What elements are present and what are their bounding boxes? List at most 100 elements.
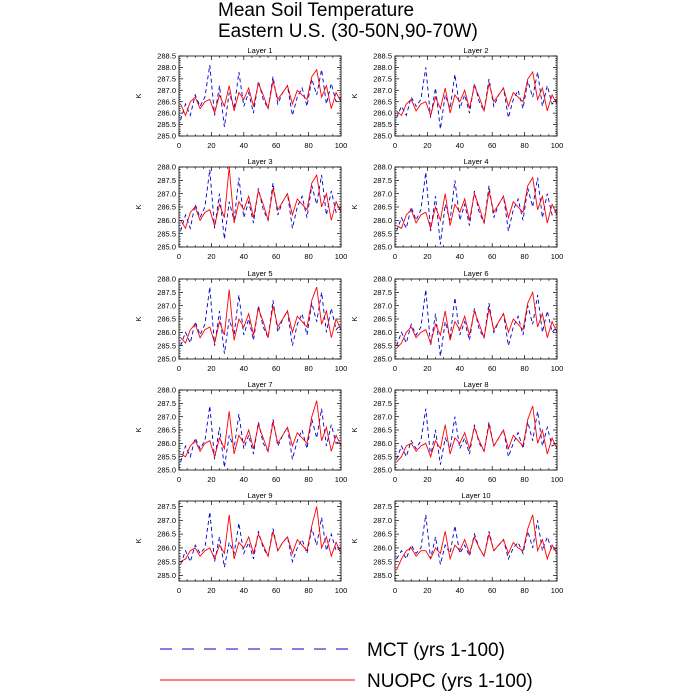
- series-line-nuopc: [396, 70, 558, 117]
- x-tick-label: 40: [240, 475, 248, 484]
- x-tick-label: 80: [520, 141, 528, 150]
- x-tick-label: 40: [240, 252, 248, 261]
- series-line-mct: [180, 65, 342, 127]
- y-tick-label: 287.5: [157, 288, 176, 297]
- x-tick-label: 60: [488, 252, 496, 261]
- y-axis-label: K: [134, 204, 143, 209]
- y-tick-label: 287.0: [157, 412, 176, 421]
- series-line-mct: [396, 408, 558, 465]
- plot-frame: [178, 166, 342, 248]
- figure-title-line-1: Mean Soil Temperature: [218, 0, 415, 21]
- y-tick-label: 288.0: [157, 275, 176, 284]
- x-tick-label: 0: [177, 586, 181, 595]
- y-tick-label: 286.5: [373, 426, 392, 435]
- y-tick-label: 288.5: [373, 52, 392, 61]
- y-tick-label: 286.5: [157, 97, 176, 106]
- x-tick-label: 20: [207, 475, 215, 484]
- plot-frame: [178, 500, 342, 582]
- x-tick-label: 0: [177, 475, 181, 484]
- y-tick-label: 286.0: [373, 216, 392, 225]
- series-line-mct: [396, 67, 558, 130]
- chart-panel-7: Layer 7 K 0 20 40 60 80 100 285.0 285.5 286.0 286.5…: [134, 380, 347, 484]
- y-tick-label: 288.0: [373, 163, 392, 172]
- panel-title: Layer 9: [247, 491, 272, 500]
- x-tick-label: 20: [207, 364, 215, 373]
- x-tick-label: 100: [551, 141, 564, 150]
- x-tick-label: 40: [456, 475, 464, 484]
- y-tick-label: 286.0: [157, 216, 176, 225]
- y-tick-label: 285.0: [373, 355, 392, 364]
- x-tick-label: 100: [335, 586, 348, 595]
- x-tick-label: 80: [304, 475, 312, 484]
- x-tick-label: 100: [335, 364, 348, 373]
- y-tick-label: 285.5: [373, 452, 392, 461]
- x-tick-label: 0: [177, 141, 181, 150]
- y-tick-label: 287.5: [157, 399, 176, 408]
- chart-panel-4: Layer 4 K 0 20 40 60 80 100 285.0 285.5 286.0 286.5…: [350, 157, 563, 261]
- y-tick-label: 286.0: [373, 543, 392, 552]
- x-tick-label: 20: [207, 252, 215, 261]
- y-tick-label: 287.5: [373, 176, 392, 185]
- x-tick-label: 60: [272, 364, 280, 373]
- y-axis-label: K: [134, 93, 143, 98]
- x-tick-label: 20: [423, 141, 431, 150]
- panel-title: Layer 5: [247, 269, 272, 278]
- y-tick-label: 285.0: [157, 355, 176, 364]
- y-tick-label: 285.5: [373, 229, 392, 238]
- y-tick-label: 288.0: [373, 63, 392, 72]
- x-tick-label: 60: [488, 141, 496, 150]
- chart-panel-1: Layer 1 K 0 20 40 60 80 100 285.0 285.5 286.0 286.5…: [134, 46, 347, 150]
- x-tick-label: 80: [520, 364, 528, 373]
- series-line-mct: [396, 514, 558, 565]
- y-tick-label: 288.0: [373, 275, 392, 284]
- x-tick-label: 100: [551, 252, 564, 261]
- chart-panel-10: Layer 10 K 0 20 40 60 80 100 285.0 285.5 286.0 286.…: [350, 491, 563, 595]
- y-tick-label: 287.0: [157, 86, 176, 95]
- y-axis-label: K: [134, 427, 143, 432]
- y-tick-label: 286.5: [157, 203, 176, 212]
- series-line-nuopc: [396, 514, 558, 571]
- y-tick-label: 286.5: [373, 203, 392, 212]
- x-tick-label: 0: [393, 141, 397, 150]
- y-tick-label: 288.0: [157, 163, 176, 172]
- series-line-mct: [396, 289, 558, 357]
- legend-mct-label: MCT (yrs 1-100): [367, 640, 505, 661]
- y-tick-label: 287.0: [157, 516, 176, 525]
- series-line-nuopc: [396, 405, 558, 463]
- y-axis-label: K: [350, 204, 359, 209]
- y-axis-label: K: [350, 538, 359, 543]
- x-tick-label: 100: [551, 364, 564, 373]
- panel-title: Layer 8: [463, 380, 488, 389]
- x-tick-label: 100: [335, 252, 348, 261]
- x-tick-label: 0: [393, 364, 397, 373]
- y-tick-label: 288.5: [157, 52, 176, 61]
- y-tick-label: 285.0: [157, 571, 176, 580]
- y-tick-label: 285.0: [373, 243, 392, 252]
- series-line-nuopc: [396, 176, 558, 231]
- series-line-nuopc: [180, 286, 342, 345]
- y-tick-label: 286.5: [373, 315, 392, 324]
- y-tick-label: 285.5: [157, 229, 176, 238]
- x-tick-label: 20: [207, 586, 215, 595]
- y-tick-label: 286.0: [157, 439, 176, 448]
- y-tick-label: 285.0: [373, 466, 392, 475]
- series-line-mct: [180, 169, 342, 240]
- x-tick-label: 60: [272, 586, 280, 595]
- chart-panel-2: Layer 2 K 0 20 40 60 80 100 285.0 285.5 286.0 286.5…: [350, 46, 563, 150]
- y-tick-label: 287.5: [373, 399, 392, 408]
- y-tick-label: 286.0: [157, 109, 176, 118]
- x-tick-label: 60: [272, 252, 280, 261]
- plot-frame: [394, 278, 558, 360]
- x-tick-label: 60: [272, 141, 280, 150]
- y-tick-label: 285.0: [157, 132, 176, 141]
- y-tick-label: 287.5: [373, 74, 392, 83]
- x-tick-label: 0: [177, 364, 181, 373]
- x-tick-label: 20: [423, 364, 431, 373]
- plot-frame: [178, 278, 342, 360]
- y-tick-label: 288.0: [373, 386, 392, 395]
- series-line-mct: [180, 286, 342, 354]
- x-tick-label: 0: [177, 252, 181, 261]
- y-tick-label: 285.0: [373, 571, 392, 580]
- figure-title-line-2: Eastern U.S. (30-50N,90-70W): [218, 21, 478, 42]
